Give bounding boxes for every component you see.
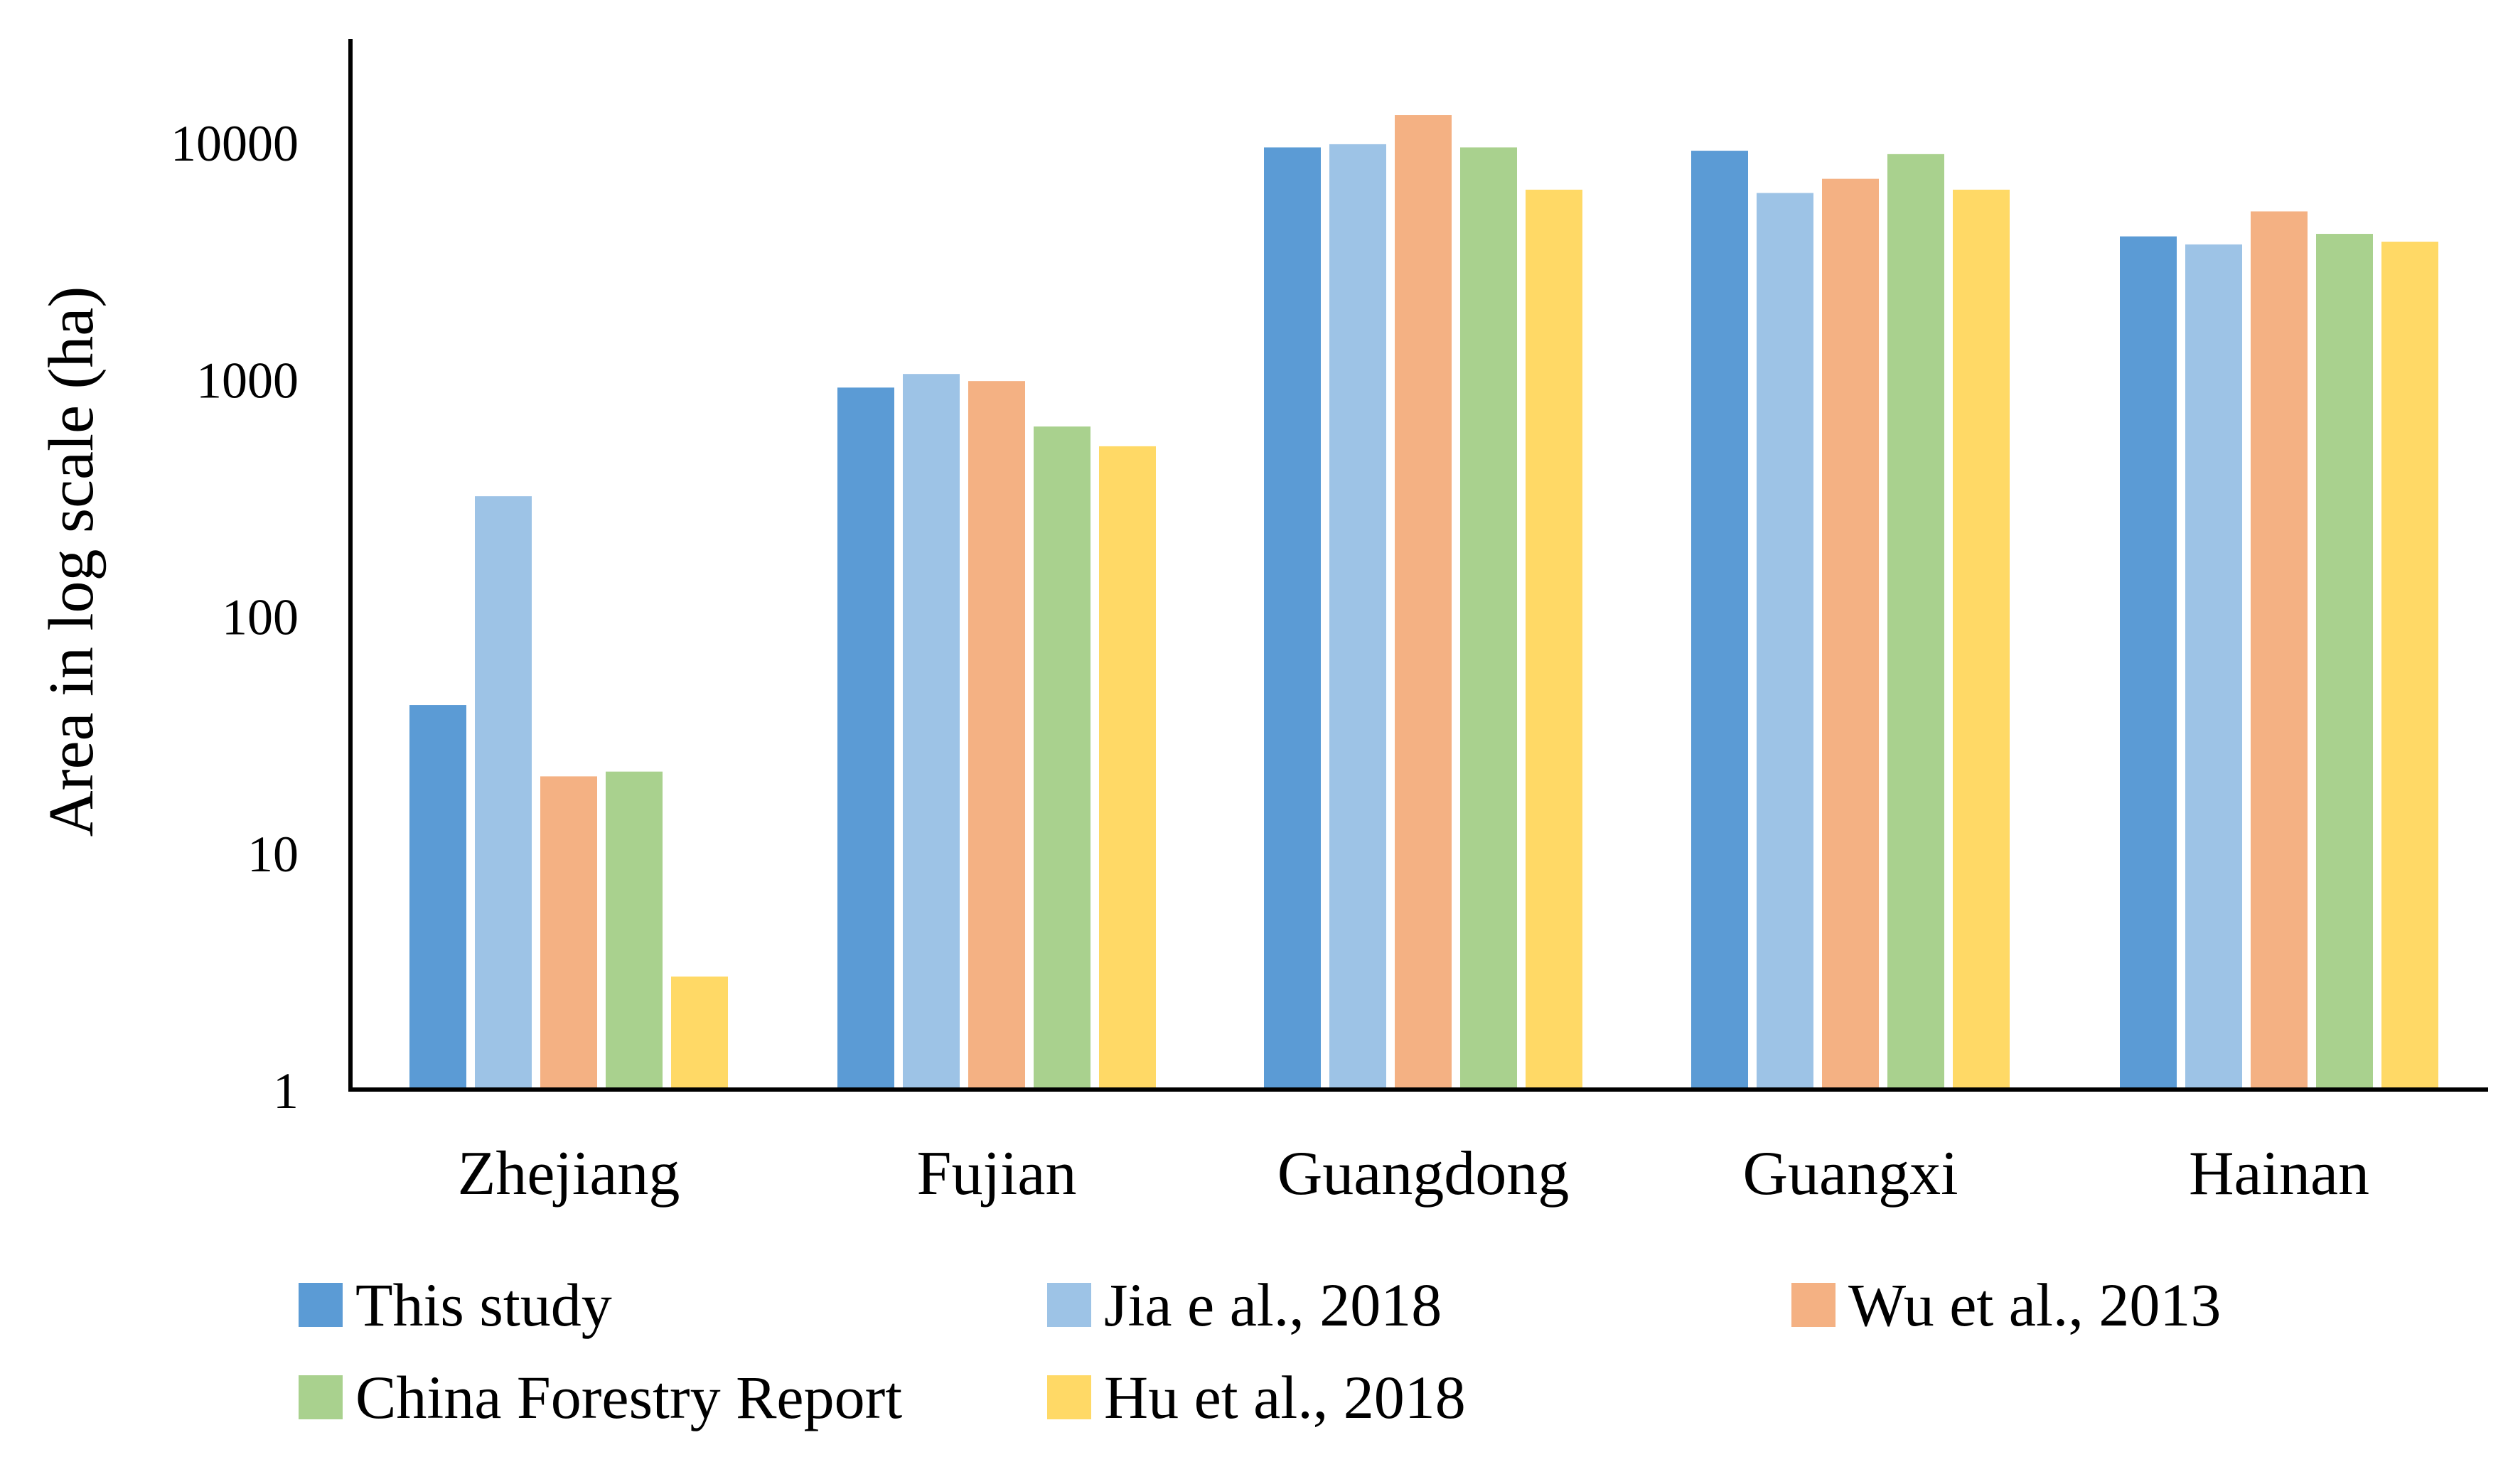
- bar: [1822, 178, 1879, 1090]
- bar: [2316, 234, 2373, 1090]
- x-category-label: Guangdong: [1277, 1139, 1570, 1208]
- bar: [2251, 211, 2308, 1090]
- legend-label: Jia e al., 2018: [1104, 1271, 1442, 1339]
- legend-label: China Forestry Report: [355, 1363, 902, 1431]
- bars-layer: [409, 115, 2438, 1090]
- x-category-label: Hainan: [2189, 1139, 2369, 1208]
- y-tick-label: 10000: [171, 115, 299, 172]
- y-axis-title: Area in log scale (ha): [36, 286, 107, 837]
- bar: [1099, 446, 1156, 1090]
- bar: [409, 705, 466, 1090]
- y-tick-label: 1000: [196, 352, 299, 409]
- bar: [1395, 115, 1452, 1090]
- bar: [1329, 144, 1386, 1090]
- bar: [671, 976, 728, 1090]
- legend-label: Hu et al., 2018: [1104, 1363, 1466, 1431]
- y-tick-labels: 1 10 100 1000 10000: [171, 115, 299, 1119]
- y-tick-label: 10: [247, 826, 299, 883]
- bar: [1887, 154, 1944, 1090]
- legend-swatch: [299, 1375, 343, 1419]
- bar: [968, 381, 1025, 1090]
- axes-layer: [348, 39, 2488, 1092]
- x-category-label: Zhejiang: [458, 1139, 680, 1208]
- bar: [2381, 242, 2438, 1090]
- legend-swatch: [1047, 1283, 1091, 1327]
- bar: [837, 387, 894, 1090]
- y-tick-label: 1: [273, 1063, 299, 1119]
- legend: This study Jia e al., 2018 Wu et al., 2013…: [299, 1271, 2221, 1431]
- bar: [540, 776, 597, 1090]
- y-tick-label: 100: [222, 589, 299, 646]
- legend-label: This study: [355, 1271, 612, 1339]
- bar: [1526, 189, 1582, 1090]
- x-category-label: Fujian: [917, 1139, 1077, 1208]
- bar: [903, 374, 960, 1090]
- bar: [475, 496, 532, 1090]
- bar: [1691, 151, 1748, 1090]
- x-category-labels: Zhejiang Fujian Guangdong Guangxi Hainan: [458, 1139, 2369, 1208]
- bar: [1757, 193, 1813, 1090]
- legend-swatch: [1047, 1375, 1091, 1419]
- bar: [1034, 426, 1090, 1090]
- bar: [1460, 147, 1517, 1090]
- legend-label: Wu et al., 2013: [1848, 1271, 2221, 1339]
- legend-swatch: [299, 1283, 343, 1327]
- legend-swatch: [1791, 1283, 1836, 1327]
- x-category-label: Guangxi: [1742, 1139, 1958, 1208]
- bar: [1264, 147, 1321, 1090]
- bar: [2120, 236, 2177, 1090]
- bar: [1953, 189, 2010, 1090]
- bar: [606, 771, 663, 1090]
- bar: [2185, 244, 2242, 1090]
